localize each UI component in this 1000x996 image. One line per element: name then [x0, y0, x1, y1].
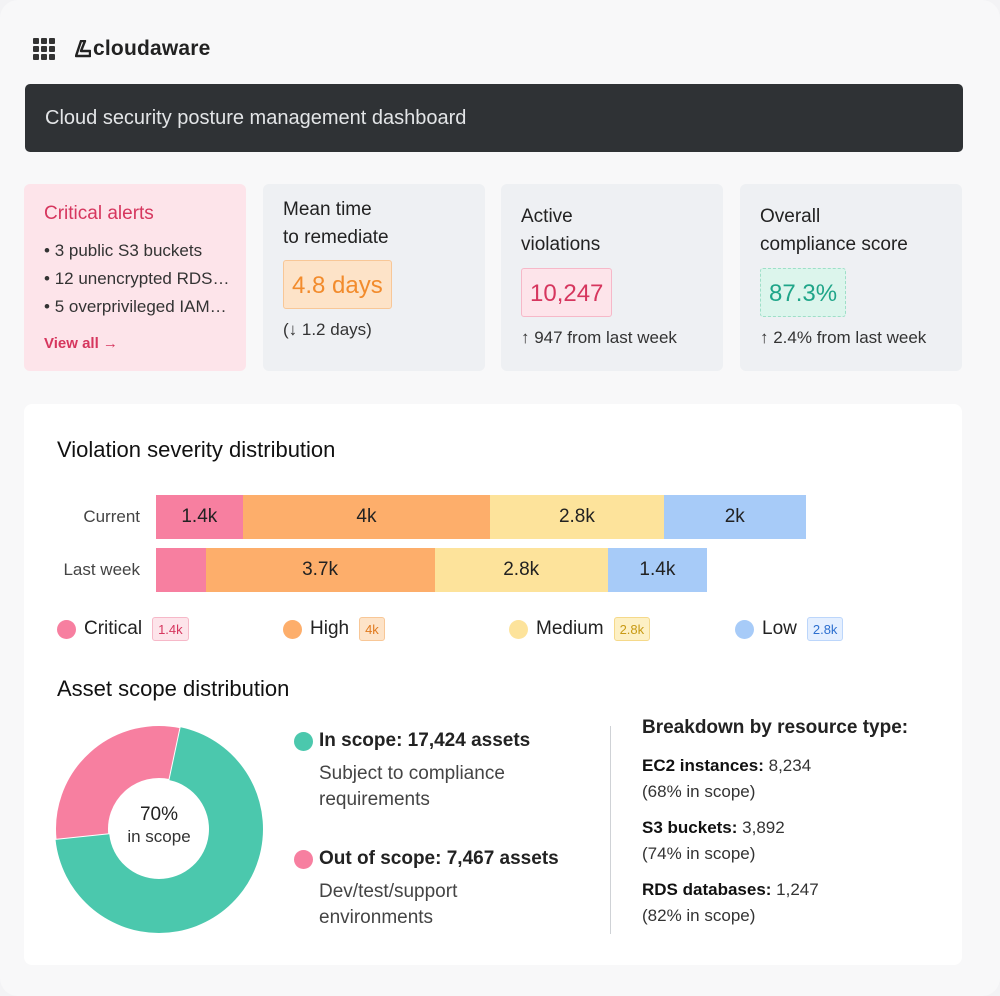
s3-label: S3 buckets:	[642, 818, 738, 837]
s3-scope: (74% in scope)	[642, 844, 756, 863]
resource-breakdown: Breakdown by resource type: EC2 instance…	[642, 717, 942, 939]
mttr-value: 4.8 days	[283, 260, 392, 309]
legend-low-label: Low	[762, 618, 797, 639]
out-scope-legend: Out of scope: 7,467 assets Dev/test/supp…	[294, 848, 559, 931]
bar-segment-high[interactable]: 4k	[242, 495, 491, 539]
alert-item[interactable]: 12 unencrypted RDS instances	[44, 265, 230, 293]
logo-text: cloudaware	[93, 37, 211, 60]
legend-medium-badge: 2.8k	[613, 617, 651, 641]
rds-scope: (82% in scope)	[642, 906, 756, 925]
donut-center-label: in scope	[127, 827, 191, 846]
legend-critical-dot	[57, 619, 76, 639]
severity-title: Violation severity distribution	[57, 437, 336, 462]
legend-medium-dot	[509, 619, 528, 639]
donut-out-of-scope-slice[interactable]	[54, 724, 182, 841]
divider	[610, 726, 611, 934]
asset-scope-donut	[54, 724, 263, 933]
compliance-delta: ↑ 2.4% from last week	[760, 328, 927, 347]
bar-segment-critical[interactable]: 1.4k	[156, 495, 243, 539]
legend-critical[interactable]: Critical 1.4k	[57, 616, 189, 642]
out-scope-dot	[294, 849, 313, 869]
donut-in-scope-slice[interactable]	[55, 727, 263, 933]
breakdown-s3: S3 buckets: 3,892 (74% in scope)	[642, 815, 942, 867]
bar-segment-low[interactable]: 1.4k	[607, 548, 707, 592]
ec2-count: 8,234	[768, 756, 812, 775]
critical-alerts-title: Critical alerts	[44, 203, 154, 224]
breakdown-ec2: EC2 instances: 8,234 (68% in scope)	[642, 753, 942, 805]
legend-critical-label: Critical	[84, 618, 143, 639]
distribution-panel: Violation severity distribution Current 1…	[24, 404, 962, 965]
in-scope-head: In scope: 17,424 assets	[319, 730, 531, 751]
bar-row-label: Last week	[63, 560, 140, 579]
legend-low-badge: 2.8k	[806, 617, 844, 641]
donut-center: 70% in scope	[89, 804, 229, 847]
legend-high-label: High	[310, 618, 350, 639]
legend-critical-badge: 1.4k	[152, 617, 189, 641]
app-grid-icon[interactable]	[33, 38, 55, 60]
compliance-value: 87.3%	[760, 268, 847, 317]
violations-title-line2: violations	[521, 234, 601, 255]
in-scope-legend: In scope: 17,424 assets Subject to compl…	[294, 730, 559, 813]
logo[interactable]: cloudaware	[75, 37, 211, 61]
legend-medium-label: Medium	[536, 618, 604, 639]
breakdown-title: Breakdown by resource type:	[642, 717, 909, 738]
in-scope-desc: Subject to compliance requirements	[319, 763, 505, 810]
bar-segment-medium[interactable]: 2.8k	[490, 495, 664, 539]
breakdown-rds: RDS databases: 1,247 (82% in scope)	[642, 877, 942, 929]
violations-delta: ↑ 947 from last week	[521, 328, 677, 347]
asset-scope-title: Asset scope distribution	[57, 676, 290, 701]
ec2-scope: (68% in scope)	[642, 782, 756, 801]
dashboard-title-bar: Cloud security posture management dashbo…	[25, 84, 963, 152]
violations-title-line1: Active	[521, 206, 573, 227]
legend-medium[interactable]: Medium 2.8k	[509, 616, 651, 642]
bar-segment-critical[interactable]	[156, 548, 206, 592]
violations-card: Active violations 10,247 ↑ 947 from last…	[501, 184, 723, 371]
in-scope-dot	[294, 731, 313, 751]
critical-alerts-card: Critical alerts 3 public S3 buckets 12 u…	[24, 184, 246, 371]
alert-item[interactable]: 5 overprivileged IAM roles	[44, 293, 230, 321]
top-bar: cloudaware	[33, 36, 211, 62]
mttr-title-line2: to remediate	[283, 227, 389, 248]
out-scope-desc: Dev/test/support environments	[319, 881, 458, 928]
legend-high-badge: 4k	[359, 617, 385, 641]
bar-segment-medium[interactable]: 2.8k	[434, 548, 608, 592]
bar-segment-high[interactable]: 3.7k	[205, 548, 435, 592]
violations-value: 10,247	[521, 268, 613, 317]
cloudaware-logo-icon	[75, 40, 91, 58]
donut-center-percent: 70%	[139, 804, 179, 825]
legend-high-dot	[283, 619, 302, 639]
legend-low[interactable]: Low 2.8k	[735, 616, 844, 642]
alert-item[interactable]: 3 public S3 buckets	[44, 237, 230, 265]
mttr-delta: (↓ 1.2 days)	[283, 320, 372, 339]
compliance-card: Overall compliance score 87.3% ↑ 2.4% fr…	[740, 184, 962, 371]
rds-count: 1,247	[776, 880, 819, 899]
legend-high[interactable]: High 4k	[283, 616, 385, 642]
critical-alerts-list: 3 public S3 buckets 12 unencrypted RDS i…	[44, 237, 230, 321]
s3-count: 3,892	[742, 818, 785, 837]
bar-segment-low[interactable]: 2k	[663, 495, 806, 539]
bar-row-label: Current	[83, 507, 140, 526]
mttr-title-line1: Mean time	[283, 199, 372, 220]
dashboard-title: Cloud security posture management dashbo…	[45, 106, 467, 129]
rds-label: RDS databases:	[642, 880, 772, 899]
legend-low-dot	[735, 619, 754, 639]
out-scope-head: Out of scope: 7,467 assets	[319, 848, 559, 869]
compliance-title-line2: compliance score	[760, 234, 908, 255]
mttr-card: Mean time to remediate 4.8 days (↓ 1.2 d…	[263, 184, 485, 371]
view-all-link[interactable]: View all →	[44, 335, 118, 352]
ec2-label: EC2 instances:	[642, 756, 764, 775]
compliance-title-line1: Overall	[760, 206, 821, 227]
